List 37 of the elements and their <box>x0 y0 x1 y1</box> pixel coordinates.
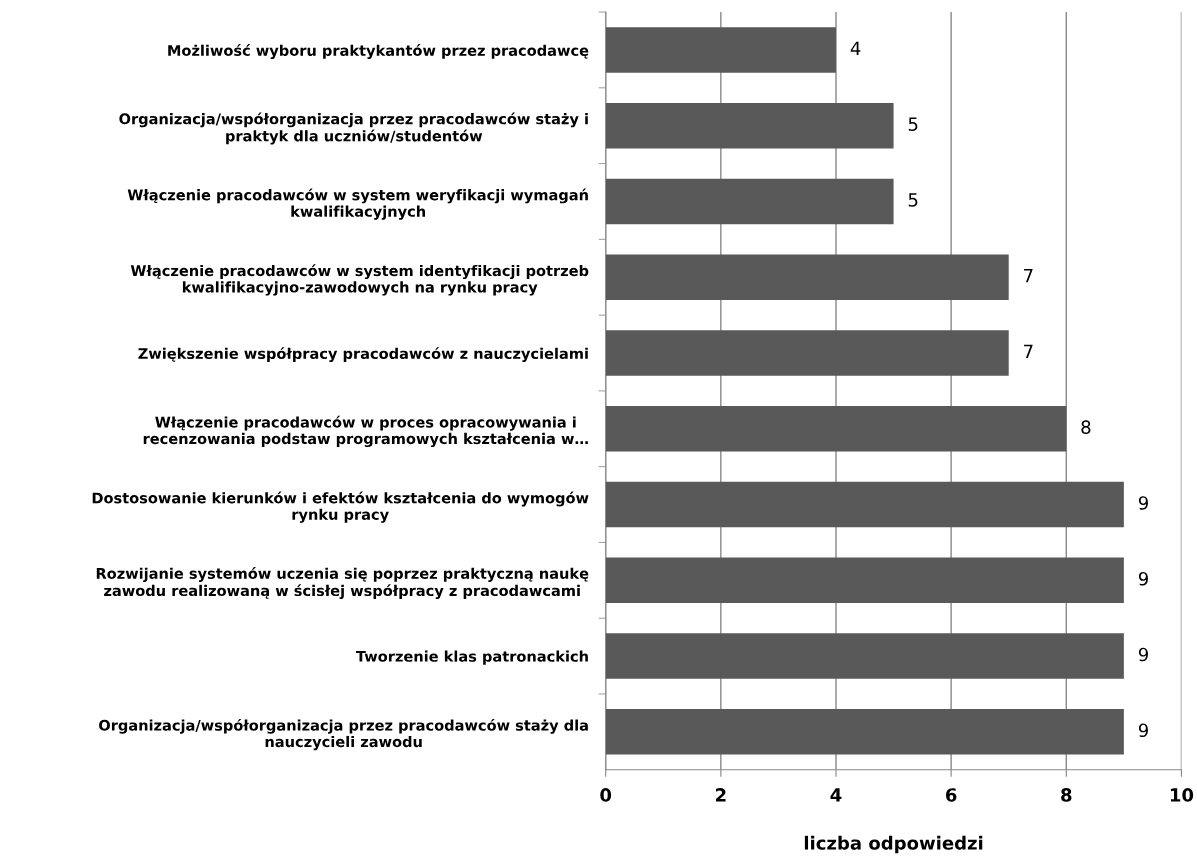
bar <box>605 178 894 225</box>
x-tick-label: 4 <box>830 788 842 802</box>
data-label: 9 <box>1138 723 1148 738</box>
y-tick-label: Włączenie pracodawców w proces opracowywania i recenzowania podstaw programowych kształcenia w… <box>143 415 588 448</box>
x-tick-label: 0 <box>600 788 612 802</box>
bar <box>605 406 1067 452</box>
data-label: 5 <box>908 117 918 131</box>
data-label: 9 <box>1138 496 1148 510</box>
y-tick-label: Tworzenie klas patronackich <box>355 650 588 665</box>
data-label: 7 <box>1024 344 1033 358</box>
bar <box>605 633 1124 679</box>
data-label: 9 <box>1138 571 1148 586</box>
x-tick-label: 10 <box>1170 788 1194 802</box>
bar <box>605 481 1124 528</box>
bar <box>605 102 894 149</box>
x-tick-label: 8 <box>1061 788 1072 802</box>
y-tick-label: Zwiększenie współpracy pracodawców z nauczycielami <box>138 347 588 362</box>
y-tick-label: Włączenie pracodawców w system identyfikacji potrzeb kwalifikacyjno-zawodowych na rynku pracy <box>130 264 589 296</box>
x-tick-label: 6 <box>945 788 957 802</box>
y-tick-label: Rozwijanie systemów uczenia się poprzez praktyczną naukę zawodu realizowaną w ścisłej współpracy z pracodawcami <box>96 567 589 600</box>
y-tick-label: Dostosowanie kierunków i efektów kształcenia do wymogów rynku pracy <box>92 491 589 523</box>
y-tick-label: Organizacja/współorganizacja przez pracodawców staży dla nauczycieli zawodu <box>99 718 588 751</box>
x-tick-label: 2 <box>715 788 726 802</box>
bar <box>605 557 1124 604</box>
data-label: 9 <box>1138 647 1148 662</box>
data-label: 4 <box>850 41 861 55</box>
data-label: 5 <box>908 193 918 207</box>
bar <box>605 709 1124 755</box>
x-axis-title: liczba odpowiedzi <box>804 835 983 854</box>
data-label: 7 <box>1024 269 1033 283</box>
bar <box>605 254 1009 300</box>
y-tick-label: Organizacja/współorganizacja przez pracodawców staży i praktyk dla uczniów/studentów <box>119 112 588 145</box>
bar <box>605 27 836 73</box>
data-label: 8 <box>1081 420 1091 435</box>
y-tick-label: Włączenie pracodawców w system weryfikacji wymagań kwalifikacyjnych <box>127 188 588 220</box>
bar <box>605 330 1009 376</box>
y-tick-label: Możliwość wyboru praktykantów przez pracodawcę <box>168 44 589 59</box>
